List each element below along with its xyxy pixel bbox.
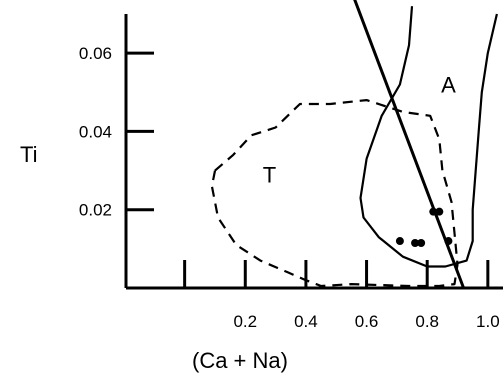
x-axis-label: (Ca + Na) bbox=[192, 348, 288, 373]
region-outlines bbox=[210, 6, 498, 288]
region-a-outline bbox=[359, 6, 498, 268]
y-tick-label: 0.02 bbox=[79, 201, 112, 220]
x-tick-label: 0.8 bbox=[415, 312, 439, 331]
y-tick-label: 0.06 bbox=[79, 44, 112, 63]
data-point bbox=[435, 207, 444, 216]
discriminant-line bbox=[353, 0, 465, 289]
x-tick-label: 0.6 bbox=[355, 312, 379, 331]
region-t-outline bbox=[210, 98, 459, 288]
region-a-label: A bbox=[441, 72, 456, 97]
data-point bbox=[429, 207, 438, 216]
tick-marks-and-labels: 0.02 0.04 0.06 0.2 0.4 0.6 0.8 1.0 bbox=[79, 44, 500, 331]
data-point bbox=[395, 237, 404, 246]
x-tick-label: 1.0 bbox=[476, 312, 500, 331]
discriminant-lines bbox=[353, 0, 465, 289]
y-axis-label: Ti bbox=[20, 142, 38, 167]
region-t-label: T bbox=[263, 162, 276, 187]
data-points bbox=[395, 207, 453, 247]
x-tick-label: 0.2 bbox=[233, 312, 257, 331]
y-tick-label: 0.04 bbox=[79, 122, 112, 141]
axes bbox=[124, 14, 503, 290]
data-point bbox=[444, 237, 453, 246]
region-labels: TA bbox=[263, 72, 456, 187]
data-point bbox=[417, 238, 426, 247]
x-tick-label: 0.4 bbox=[294, 312, 318, 331]
data-point bbox=[411, 238, 420, 247]
